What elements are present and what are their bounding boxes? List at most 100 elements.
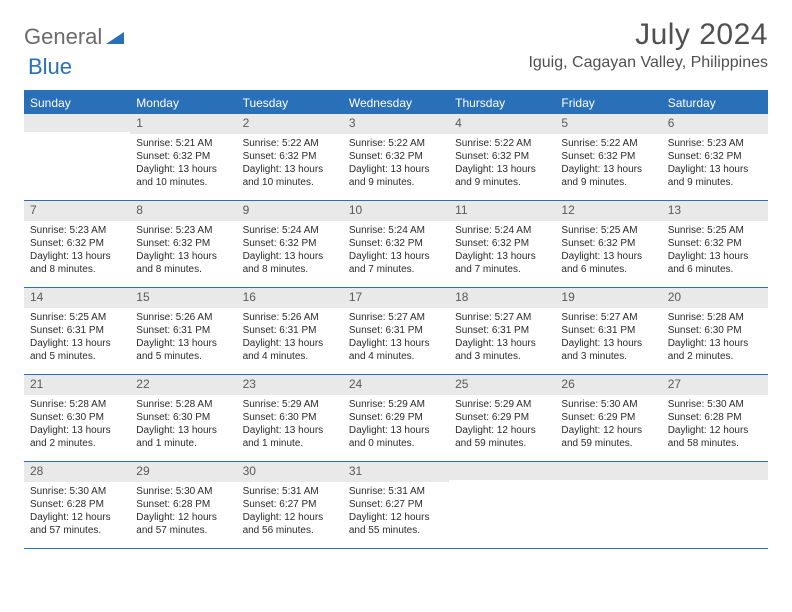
day-line: Daylight: 13 hours xyxy=(668,163,762,176)
day-body xyxy=(449,480,555,487)
day-number: 31 xyxy=(343,462,449,482)
day-line: Sunset: 6:32 PM xyxy=(668,237,762,250)
day-line: Sunset: 6:32 PM xyxy=(455,237,549,250)
day-line: Sunrise: 5:29 AM xyxy=(455,398,549,411)
day-line: Daylight: 12 hours xyxy=(455,424,549,437)
day-number: 19 xyxy=(555,288,661,308)
day-body: Sunrise: 5:27 AMSunset: 6:31 PMDaylight:… xyxy=(449,308,555,367)
day-line: Sunset: 6:28 PM xyxy=(136,498,230,511)
day-line: and 10 minutes. xyxy=(136,176,230,189)
day-line: and 1 minute. xyxy=(243,437,337,450)
day-line: Sunset: 6:32 PM xyxy=(30,237,124,250)
day-number: 7 xyxy=(24,201,130,221)
day-number: 10 xyxy=(343,201,449,221)
day-cell: 3Sunrise: 5:22 AMSunset: 6:32 PMDaylight… xyxy=(343,114,449,200)
day-number: 30 xyxy=(237,462,343,482)
day-line: and 6 minutes. xyxy=(668,263,762,276)
day-line: Sunset: 6:32 PM xyxy=(136,150,230,163)
day-line: Daylight: 13 hours xyxy=(349,337,443,350)
day-cell xyxy=(555,462,661,548)
weeks-container: 1Sunrise: 5:21 AMSunset: 6:32 PMDaylight… xyxy=(24,114,768,549)
day-body: Sunrise: 5:29 AMSunset: 6:29 PMDaylight:… xyxy=(343,395,449,454)
day-cell: 28Sunrise: 5:30 AMSunset: 6:28 PMDayligh… xyxy=(24,462,130,548)
day-body: Sunrise: 5:24 AMSunset: 6:32 PMDaylight:… xyxy=(237,221,343,280)
day-cell: 20Sunrise: 5:28 AMSunset: 6:30 PMDayligh… xyxy=(662,288,768,374)
day-line: Sunset: 6:32 PM xyxy=(349,150,443,163)
day-number: 18 xyxy=(449,288,555,308)
day-line: Daylight: 13 hours xyxy=(561,337,655,350)
day-number: 4 xyxy=(449,114,555,134)
day-line: Sunset: 6:32 PM xyxy=(668,150,762,163)
day-number: 26 xyxy=(555,375,661,395)
day-line: and 8 minutes. xyxy=(30,263,124,276)
day-number: 27 xyxy=(662,375,768,395)
day-line: Daylight: 13 hours xyxy=(455,337,549,350)
day-line: Daylight: 13 hours xyxy=(243,337,337,350)
day-cell: 8Sunrise: 5:23 AMSunset: 6:32 PMDaylight… xyxy=(130,201,236,287)
day-number: 21 xyxy=(24,375,130,395)
day-cell: 15Sunrise: 5:26 AMSunset: 6:31 PMDayligh… xyxy=(130,288,236,374)
day-line: Sunset: 6:29 PM xyxy=(561,411,655,424)
day-number: 14 xyxy=(24,288,130,308)
day-line: and 59 minutes. xyxy=(455,437,549,450)
day-line: Sunrise: 5:30 AM xyxy=(668,398,762,411)
brand-triangle-icon xyxy=(106,30,124,49)
title-block: July 2024 Iguig, Cagayan Valley, Philipp… xyxy=(528,18,768,72)
day-number: 22 xyxy=(130,375,236,395)
day-cell xyxy=(449,462,555,548)
day-line: Daylight: 13 hours xyxy=(136,424,230,437)
day-line: Daylight: 13 hours xyxy=(30,337,124,350)
day-body: Sunrise: 5:28 AMSunset: 6:30 PMDaylight:… xyxy=(130,395,236,454)
day-body: Sunrise: 5:22 AMSunset: 6:32 PMDaylight:… xyxy=(449,134,555,193)
day-line: Daylight: 13 hours xyxy=(243,163,337,176)
day-body: Sunrise: 5:22 AMSunset: 6:32 PMDaylight:… xyxy=(343,134,449,193)
day-line: Sunset: 6:29 PM xyxy=(349,411,443,424)
day-line: Sunset: 6:32 PM xyxy=(561,237,655,250)
day-line: and 9 minutes. xyxy=(455,176,549,189)
dow-row: SundayMondayTuesdayWednesdayThursdayFrid… xyxy=(24,92,768,114)
day-line: Sunset: 6:31 PM xyxy=(561,324,655,337)
day-cell: 16Sunrise: 5:26 AMSunset: 6:31 PMDayligh… xyxy=(237,288,343,374)
day-line: Sunset: 6:31 PM xyxy=(243,324,337,337)
day-number: 5 xyxy=(555,114,661,134)
day-line: Daylight: 13 hours xyxy=(243,424,337,437)
day-cell: 18Sunrise: 5:27 AMSunset: 6:31 PMDayligh… xyxy=(449,288,555,374)
day-line: Sunset: 6:31 PM xyxy=(136,324,230,337)
day-cell: 2Sunrise: 5:22 AMSunset: 6:32 PMDaylight… xyxy=(237,114,343,200)
day-body: Sunrise: 5:23 AMSunset: 6:32 PMDaylight:… xyxy=(24,221,130,280)
day-line: Sunrise: 5:27 AM xyxy=(455,311,549,324)
day-line: Daylight: 13 hours xyxy=(349,424,443,437)
day-line: Sunset: 6:32 PM xyxy=(243,237,337,250)
week-row: 14Sunrise: 5:25 AMSunset: 6:31 PMDayligh… xyxy=(24,288,768,375)
day-line: Sunset: 6:27 PM xyxy=(349,498,443,511)
day-line: Daylight: 13 hours xyxy=(136,163,230,176)
day-line: and 1 minute. xyxy=(136,437,230,450)
day-cell: 26Sunrise: 5:30 AMSunset: 6:29 PMDayligh… xyxy=(555,375,661,461)
day-line: Daylight: 13 hours xyxy=(455,250,549,263)
day-line: Sunset: 6:32 PM xyxy=(561,150,655,163)
day-cell: 11Sunrise: 5:24 AMSunset: 6:32 PMDayligh… xyxy=(449,201,555,287)
day-number: 17 xyxy=(343,288,449,308)
day-body: Sunrise: 5:30 AMSunset: 6:28 PMDaylight:… xyxy=(24,482,130,541)
day-line: and 57 minutes. xyxy=(136,524,230,537)
day-line: Sunrise: 5:27 AM xyxy=(561,311,655,324)
day-cell: 30Sunrise: 5:31 AMSunset: 6:27 PMDayligh… xyxy=(237,462,343,548)
day-number: 20 xyxy=(662,288,768,308)
day-body: Sunrise: 5:28 AMSunset: 6:30 PMDaylight:… xyxy=(24,395,130,454)
day-cell: 5Sunrise: 5:22 AMSunset: 6:32 PMDaylight… xyxy=(555,114,661,200)
day-line: Sunrise: 5:22 AM xyxy=(243,137,337,150)
day-line: and 57 minutes. xyxy=(30,524,124,537)
day-number: 8 xyxy=(130,201,236,221)
day-line: Sunrise: 5:25 AM xyxy=(668,224,762,237)
day-cell: 31Sunrise: 5:31 AMSunset: 6:27 PMDayligh… xyxy=(343,462,449,548)
day-line: and 9 minutes. xyxy=(668,176,762,189)
day-line: Sunrise: 5:31 AM xyxy=(349,485,443,498)
day-body: Sunrise: 5:28 AMSunset: 6:30 PMDaylight:… xyxy=(662,308,768,367)
day-cell: 23Sunrise: 5:29 AMSunset: 6:30 PMDayligh… xyxy=(237,375,343,461)
day-body: Sunrise: 5:21 AMSunset: 6:32 PMDaylight:… xyxy=(130,134,236,193)
day-body: Sunrise: 5:25 AMSunset: 6:32 PMDaylight:… xyxy=(662,221,768,280)
day-line: Sunset: 6:32 PM xyxy=(136,237,230,250)
week-row: 1Sunrise: 5:21 AMSunset: 6:32 PMDaylight… xyxy=(24,114,768,201)
day-line: Sunset: 6:30 PM xyxy=(668,324,762,337)
day-line: Daylight: 13 hours xyxy=(30,424,124,437)
